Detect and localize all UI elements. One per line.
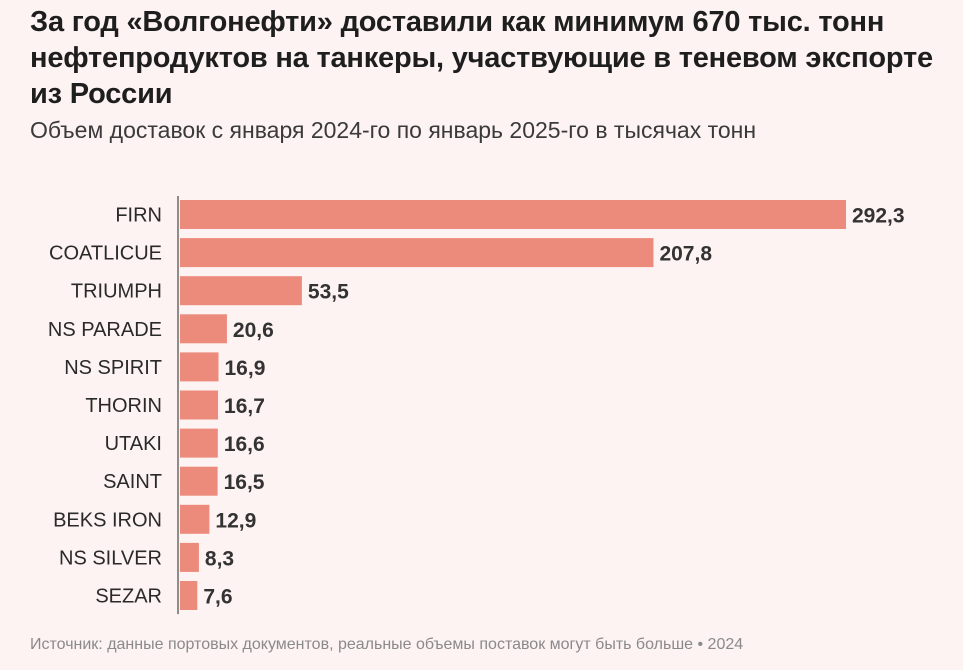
bar [180, 466, 218, 496]
value-label: 16,5 [224, 471, 265, 494]
bar [180, 200, 846, 229]
bar [180, 238, 654, 268]
category-label: SEZAR [95, 586, 162, 608]
value-label: 292,3 [852, 205, 905, 228]
value-label: 16,9 [225, 357, 266, 380]
source-note: Источник: данные портовых документов, ре… [30, 636, 744, 653]
value-label: 16,7 [224, 395, 265, 418]
category-label: NS PARADE [48, 319, 162, 341]
value-label: 207,8 [659, 243, 712, 266]
category-label: UTAKI [105, 433, 162, 455]
bar [180, 581, 198, 610]
value-label: 53,5 [308, 281, 349, 304]
category-label: TRIUMPH [71, 281, 162, 303]
value-label: 12,9 [215, 509, 256, 532]
value-label: 16,6 [224, 433, 265, 456]
bar [180, 390, 219, 420]
bar [180, 542, 199, 572]
category-label: FIRN [115, 205, 162, 227]
category-label: NS SPIRIT [64, 357, 162, 379]
value-label: 7,6 [203, 586, 232, 609]
value-label: 8,3 [205, 547, 234, 570]
bar [180, 352, 219, 382]
category-label: NS SILVER [59, 547, 162, 569]
bar-chart: FIRN 292,3 COATLICUE 207,8 TRIUMPH 53,5 NS PAR… [48, 196, 905, 615]
bar [180, 276, 302, 306]
chart-subtitle: Объем доставок с января 2024-го по январ… [30, 117, 757, 143]
bar [180, 428, 218, 458]
bar [180, 314, 227, 344]
category-label: COATLICUE [49, 243, 162, 265]
category-label: SAINT [103, 471, 162, 493]
category-label: THORIN [85, 395, 162, 417]
value-label: 20,6 [233, 319, 274, 342]
bar [180, 504, 210, 534]
category-label: BEKS IRON [53, 509, 162, 531]
chart-title: За год «Волгонефти» доставили как миниму… [30, 6, 933, 110]
